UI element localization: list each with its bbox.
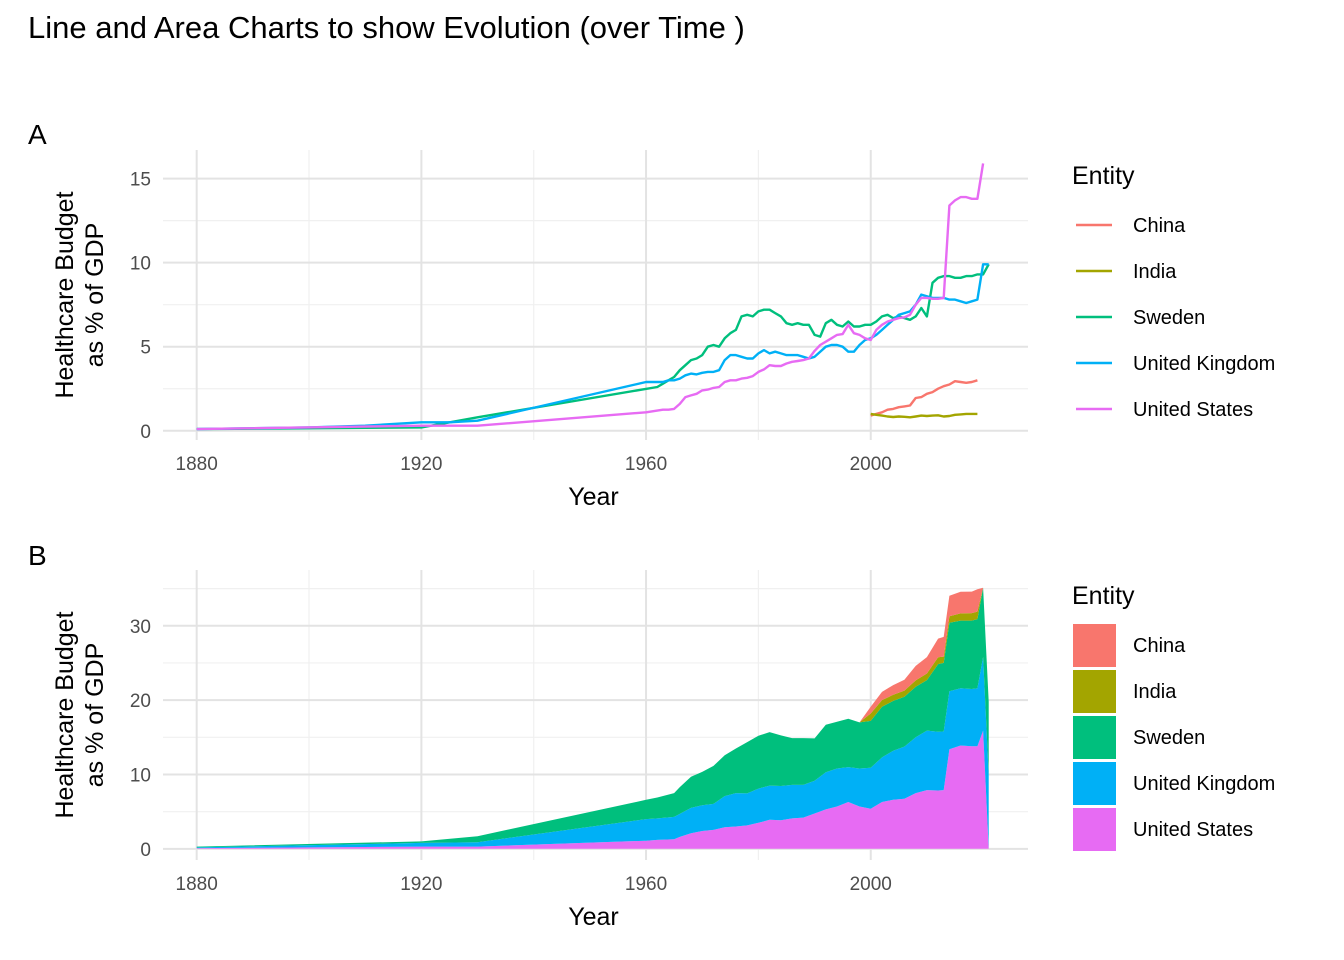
series-line-sweden bbox=[196, 263, 990, 431]
y-tick-label: 5 bbox=[140, 338, 151, 359]
panel-a-tick-labels: 1880 1920 1960 2000 0 5 10 15 bbox=[130, 170, 892, 475]
panel-a-legend: Entity China India Sweden United Kingdom Unit… bbox=[1072, 162, 1275, 421]
legend-key-united-states bbox=[1073, 808, 1116, 851]
series-area-sweden bbox=[196, 587, 989, 848]
y-axis-title-line: as % of GDP bbox=[81, 643, 109, 788]
y-axis-title-line: Healthcare Budget bbox=[51, 191, 79, 398]
x-tick-label: 1960 bbox=[625, 454, 667, 475]
y-tick-label: 30 bbox=[130, 617, 151, 638]
x-tick-label: 1880 bbox=[176, 874, 218, 895]
legend-label-china: China bbox=[1133, 215, 1186, 237]
series-line-united-kingdom bbox=[196, 263, 989, 431]
y-tick-label: 10 bbox=[130, 254, 151, 275]
line-chart-panel-a: 1880 1920 1960 2000 0 5 10 15 Year Healthcare Bud… bbox=[51, 150, 1275, 511]
panel-b-tag: B bbox=[28, 540, 47, 571]
y-axis-title-line: as % of GDP bbox=[81, 223, 109, 368]
legend-label-united-states: United States bbox=[1133, 819, 1253, 841]
legend-key-india bbox=[1073, 670, 1116, 713]
legend-key-united-kingdom bbox=[1073, 762, 1116, 805]
x-tick-label: 1960 bbox=[625, 874, 667, 895]
panel-b-marks bbox=[196, 587, 989, 849]
y-tick-label: 0 bbox=[140, 840, 151, 861]
legend-label-sweden: Sweden bbox=[1133, 307, 1205, 329]
y-tick-label: 20 bbox=[130, 691, 151, 712]
legend-label-india: India bbox=[1133, 261, 1177, 283]
legend-label-china: China bbox=[1133, 635, 1186, 657]
x-tick-label: 2000 bbox=[850, 454, 892, 475]
x-tick-label: 1920 bbox=[400, 874, 442, 895]
x-tick-label: 1880 bbox=[176, 454, 218, 475]
panel-b-legend: Entity China India Sweden United Kingdom Unit… bbox=[1072, 582, 1275, 851]
series-line-india bbox=[870, 412, 978, 419]
legend-key-sweden bbox=[1073, 716, 1116, 759]
legend-label-sweden: Sweden bbox=[1133, 727, 1205, 749]
legend-label-india: India bbox=[1133, 681, 1177, 703]
y-tick-label: 15 bbox=[130, 170, 151, 191]
series-line-united-states bbox=[196, 163, 985, 431]
series-area-united-kingdom bbox=[196, 657, 989, 849]
x-axis-title: Year bbox=[568, 903, 619, 931]
y-axis-title-line: Healthcare Budget bbox=[51, 611, 79, 818]
legend-label-united-kingdom: United Kingdom bbox=[1133, 353, 1275, 375]
y-tick-label: 0 bbox=[140, 422, 151, 443]
series-area-united-states bbox=[196, 730, 989, 849]
x-tick-label: 2000 bbox=[850, 874, 892, 895]
panel-b-tick-labels: 1880 1920 1960 2000 0 10 20 30 bbox=[130, 617, 892, 895]
legend-key-china bbox=[1073, 624, 1116, 667]
chart-title: Line and Area Charts to show Evolution (… bbox=[28, 10, 745, 45]
panel-a-gridlines bbox=[163, 150, 1028, 440]
legend-title: Entity bbox=[1072, 162, 1135, 190]
series-line-china bbox=[870, 379, 978, 417]
y-tick-label: 10 bbox=[130, 765, 151, 786]
legend-label-united-kingdom: United Kingdom bbox=[1133, 773, 1275, 795]
legend-title: Entity bbox=[1072, 582, 1135, 610]
x-tick-label: 1920 bbox=[400, 454, 442, 475]
legend-label-united-states: United States bbox=[1133, 399, 1253, 421]
area-chart-panel-b: 1880 1920 1960 2000 0 10 20 30 Year Healthcare Bu… bbox=[51, 570, 1275, 931]
panel-a-tag: A bbox=[28, 119, 47, 150]
panel-a-marks bbox=[196, 163, 990, 431]
x-axis-title: Year bbox=[568, 483, 619, 511]
